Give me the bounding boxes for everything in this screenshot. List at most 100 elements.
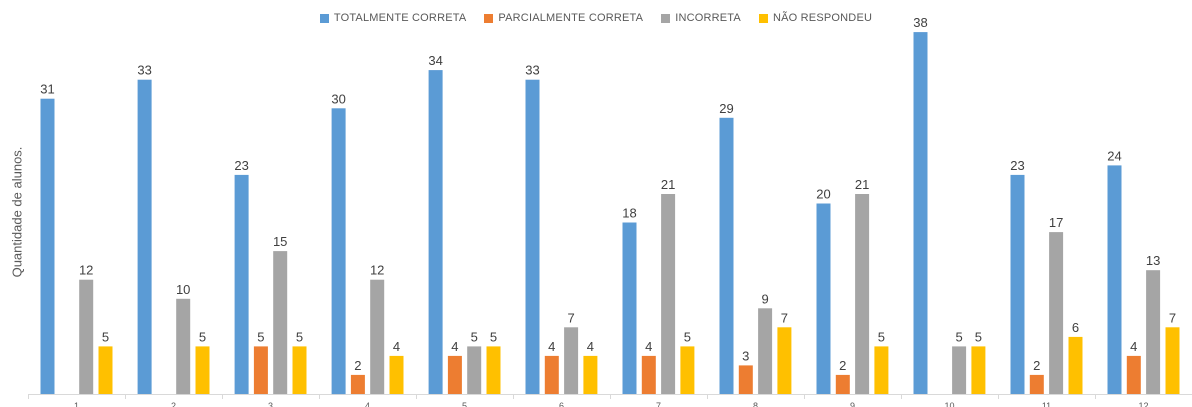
x-tick-label: 12 (1138, 401, 1148, 407)
bar-incorreta-q2 (176, 298, 191, 395)
bar-nao-respondeu-q10 (971, 346, 986, 394)
bar-incorreta-q8 (758, 308, 773, 394)
data-label: 12 (370, 263, 384, 278)
data-label: 12 (79, 263, 93, 278)
bar-totalmente-correta-q11 (1010, 174, 1025, 394)
bar-incorreta-q1 (79, 279, 94, 394)
data-label: 2 (1033, 358, 1040, 373)
bar-nao-respondeu-q7 (680, 346, 695, 394)
data-label: 4 (393, 339, 400, 354)
data-label: 5 (102, 329, 109, 344)
legend-item-nao-respondeu: NÃO RESPONDEU (758, 12, 873, 24)
data-label: 15 (273, 234, 287, 249)
bar-incorreta-q11 (1049, 232, 1064, 394)
bar-nao-respondeu-q11 (1068, 336, 1083, 395)
data-label: 5 (471, 329, 478, 344)
bar-incorreta-q9 (855, 194, 870, 394)
data-label: 33 (137, 63, 151, 78)
bar-parcialmente-correta-q7 (641, 355, 656, 394)
data-label: 24 (1107, 148, 1121, 163)
data-label: 30 (331, 91, 345, 106)
legend-label-parcialmente-correta: PARCIALMENTE CORRETA (498, 12, 644, 24)
x-tick-label: 9 (850, 401, 855, 407)
data-label: 7 (1169, 310, 1176, 325)
data-label: 34 (428, 53, 442, 68)
x-tick-label: 3 (268, 401, 273, 407)
bar-nao-respondeu-q2 (195, 346, 210, 394)
bar-totalmente-correta-q1 (40, 98, 55, 394)
data-label: 13 (1146, 253, 1160, 268)
bar-incorreta-q3 (273, 251, 288, 394)
data-label: 4 (587, 339, 594, 354)
bar-incorreta-q4 (370, 279, 385, 394)
x-tick-label: 7 (656, 401, 661, 407)
bar-parcialmente-correta-q6 (544, 355, 559, 394)
data-label: 2 (839, 358, 846, 373)
legend-swatch-incorreta (661, 13, 671, 23)
data-label: 5 (199, 329, 206, 344)
x-tick-label: 10 (944, 401, 954, 407)
bar-incorreta-q12 (1146, 270, 1161, 394)
bar-parcialmente-correta-q11 (1029, 374, 1044, 394)
bar-parcialmente-correta-q8 (738, 365, 753, 394)
bar-parcialmente-correta-q12 (1126, 355, 1141, 394)
bar-nao-respondeu-q8 (777, 327, 792, 394)
chart-legend: TOTALMENTE CORRETA PARCIALMENTE CORRETA … (0, 12, 1192, 24)
x-tick-label: 2 (171, 401, 176, 407)
x-tick-label: 5 (462, 401, 467, 407)
data-label: 7 (781, 310, 788, 325)
legend-item-incorreta: INCORRETA (661, 12, 741, 24)
bar-parcialmente-correta-q9 (835, 374, 850, 394)
data-label: 17 (1049, 215, 1063, 230)
data-label: 23 (1010, 158, 1024, 173)
legend-swatch-nao-respondeu (758, 13, 768, 23)
data-label: 3 (742, 348, 749, 363)
bar-nao-respondeu-q12 (1165, 327, 1180, 394)
data-label: 5 (878, 329, 885, 344)
bar-totalmente-correta-q4 (331, 108, 346, 395)
data-label: 7 (567, 310, 574, 325)
legend-item-parcialmente-correta: PARCIALMENTE CORRETA (484, 12, 643, 24)
data-label: 21 (855, 177, 869, 192)
data-label: 6 (1072, 320, 1079, 335)
bar-incorreta-q10 (952, 346, 967, 394)
data-label: 23 (234, 158, 248, 173)
legend-swatch-parcialmente-correta (484, 13, 494, 23)
data-label: 2 (354, 358, 361, 373)
data-label: 18 (622, 206, 636, 221)
bar-nao-respondeu-q3 (292, 346, 307, 394)
bar-nao-respondeu-q1 (98, 346, 113, 394)
bar-totalmente-correta-q10 (913, 32, 928, 394)
data-label: 9 (761, 291, 768, 306)
data-label: 4 (548, 339, 555, 354)
data-label: 5 (955, 329, 962, 344)
bar-parcialmente-correta-q3 (253, 346, 268, 394)
bar-nao-respondeu-q5 (486, 346, 501, 394)
x-tick-label: 4 (365, 401, 370, 407)
data-label: 5 (490, 329, 497, 344)
bar-nao-respondeu-q6 (583, 355, 598, 394)
data-label: 4 (451, 339, 458, 354)
data-label: 4 (645, 339, 652, 354)
data-label: 10 (176, 282, 190, 297)
x-tick-label: 1 (74, 401, 79, 407)
legend-label-totalmente-correta: TOTALMENTE CORRETA (333, 12, 467, 24)
legend-item-totalmente-correta: TOTALMENTE CORRETA (319, 12, 467, 24)
bar-nao-respondeu-q9 (874, 346, 889, 394)
data-label: 38 (913, 15, 927, 30)
bar-totalmente-correta-q9 (816, 203, 831, 394)
bar-totalmente-correta-q2 (137, 79, 152, 394)
data-label: 5 (296, 329, 303, 344)
x-tick-label: 11 (1042, 401, 1051, 407)
bar-totalmente-correta-q12 (1107, 165, 1122, 394)
data-label: 33 (525, 63, 539, 78)
data-label: 20 (816, 187, 830, 202)
bar-totalmente-correta-q3 (234, 174, 249, 394)
bar-nao-respondeu-q4 (389, 355, 404, 394)
bar-totalmente-correta-q6 (525, 79, 540, 394)
bar-totalmente-correta-q5 (428, 70, 443, 394)
legend-label-nao-respondeu: NÃO RESPONDEU (772, 12, 873, 24)
bar-incorreta-q7 (661, 194, 676, 394)
data-label: 21 (661, 177, 675, 192)
